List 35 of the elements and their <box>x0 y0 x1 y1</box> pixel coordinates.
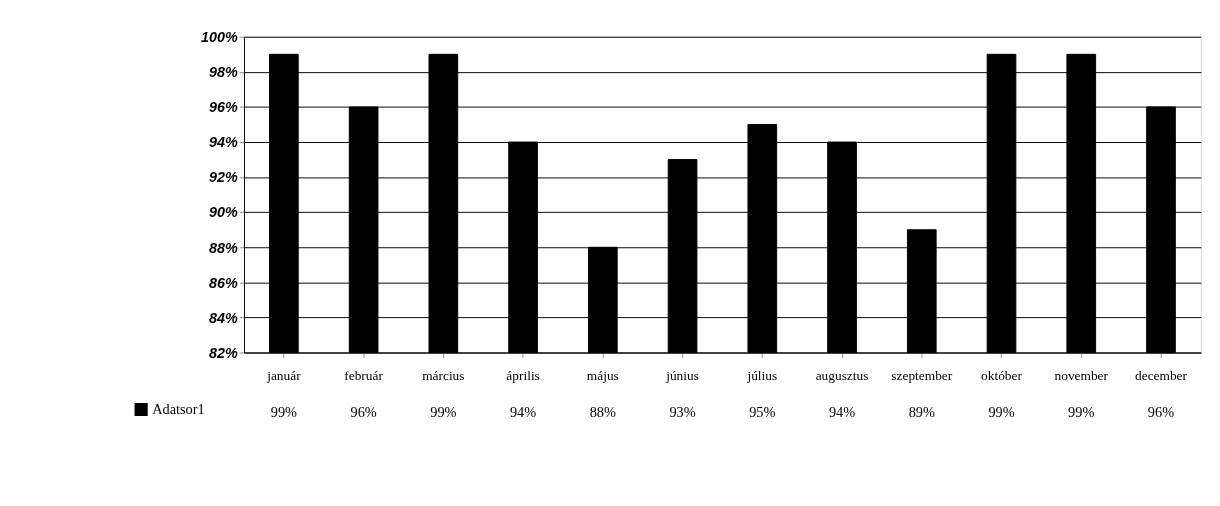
y-tick-label: 90% <box>209 204 239 221</box>
x-tick-label: december <box>1135 367 1188 383</box>
y-tick-label: 82% <box>209 344 239 361</box>
data-label: 95% <box>749 403 776 420</box>
data-label: 89% <box>908 403 935 420</box>
data-label: 99% <box>1068 403 1095 420</box>
x-tick-label: február <box>344 367 384 383</box>
data-label: 93% <box>669 403 696 420</box>
y-tick-label: 96% <box>209 99 239 116</box>
x-tick-label: augusztus <box>815 367 869 383</box>
x-tick-label: május <box>586 367 619 383</box>
data-label: 94% <box>828 403 856 420</box>
y-tick-label: 94% <box>209 134 239 151</box>
x-tick-label: június <box>665 367 699 383</box>
y-tick-label: 86% <box>209 274 239 291</box>
legend-label: Adatsor1 <box>152 401 205 418</box>
y-tick-label: 98% <box>209 64 239 81</box>
x-tick-label: április <box>506 367 540 383</box>
data-label: 99% <box>430 403 457 420</box>
data-label: 96% <box>350 403 377 420</box>
data-label: 96% <box>1147 403 1175 420</box>
x-tick-label: november <box>1054 367 1109 383</box>
data-label: 99% <box>988 403 1015 420</box>
y-tick-label: 84% <box>209 309 239 326</box>
data-label: 94% <box>509 403 537 420</box>
x-tick-label: március <box>422 367 465 383</box>
y-tick-label: 88% <box>209 239 239 256</box>
y-tick-label: 92% <box>209 169 239 186</box>
data-label: 99% <box>270 403 298 420</box>
data-label: 88% <box>589 403 617 420</box>
x-tick-label: július <box>746 367 778 383</box>
x-tick-label: október <box>981 367 1023 383</box>
x-tick-label: január <box>266 367 302 383</box>
x-tick-label: szeptember <box>891 367 953 383</box>
y-tick-label: 100% <box>201 29 239 46</box>
